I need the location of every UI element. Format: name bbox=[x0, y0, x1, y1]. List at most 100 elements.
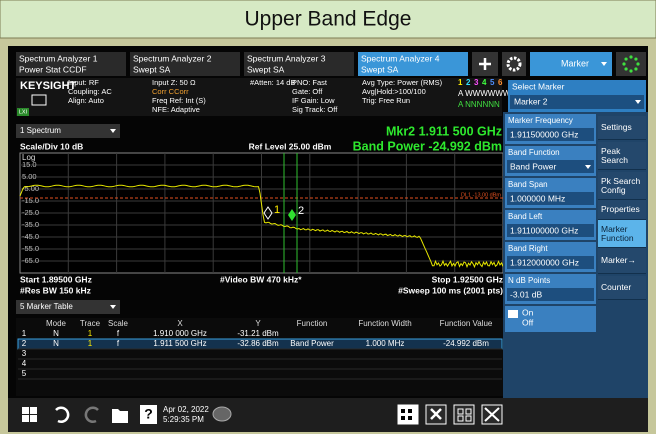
status-text: Coupling: AC bbox=[68, 87, 112, 96]
tab-title: Spectrum Analyzer 1 bbox=[19, 53, 98, 63]
select-value[interactable] bbox=[510, 95, 644, 109]
start-icon[interactable] bbox=[22, 407, 29, 414]
side-tab[interactable]: Peak Search bbox=[598, 142, 646, 170]
toggle-off: Off bbox=[522, 317, 534, 327]
keypad-icon bbox=[408, 416, 412, 420]
folder-icon[interactable] bbox=[112, 409, 128, 423]
select-value: Marker 2 bbox=[514, 96, 548, 106]
field-value-box bbox=[507, 288, 594, 301]
start-freq: Start 1.89500 GHz bbox=[20, 274, 92, 284]
table-cell: -32.86 dBm bbox=[237, 339, 279, 348]
log-label: Log bbox=[22, 153, 35, 162]
display-line-label: DL1 -13.00 dBm bbox=[461, 192, 501, 198]
table-cell: 1.910 000 GHz bbox=[153, 329, 207, 338]
table-cell: N bbox=[53, 329, 59, 338]
column-header: Function Value bbox=[440, 319, 493, 328]
window-label: 1 Spectrum bbox=[20, 126, 61, 135]
trace-indicator: 5 bbox=[490, 78, 495, 87]
side-tab[interactable]: Marker→ bbox=[598, 248, 646, 274]
tab-subtitle: Swept SA bbox=[361, 64, 399, 74]
redo-icon[interactable] bbox=[84, 406, 99, 423]
y-label: -65.0 bbox=[22, 256, 39, 265]
table-cell: f bbox=[117, 329, 120, 338]
status-icon bbox=[636, 62, 640, 66]
window-icon bbox=[465, 408, 472, 415]
taskbar-button[interactable] bbox=[453, 404, 475, 425]
table-cell: 3 bbox=[22, 349, 27, 358]
trace-types: A WWWWWW bbox=[458, 89, 511, 98]
field-value: 1.911000000 GHz bbox=[510, 225, 578, 235]
table-cell: -31.21 dBm bbox=[237, 329, 279, 338]
tab[interactable] bbox=[16, 52, 126, 76]
toggle-on: On bbox=[522, 307, 534, 317]
window-dropdown[interactable] bbox=[16, 124, 120, 138]
undo-icon[interactable] bbox=[55, 406, 70, 423]
field-label: Marker Frequency bbox=[508, 116, 573, 125]
start-icon[interactable] bbox=[22, 415, 29, 422]
tab[interactable] bbox=[358, 52, 468, 76]
marker-1 bbox=[263, 206, 273, 220]
taskbar bbox=[8, 398, 648, 432]
toggle-tile[interactable] bbox=[505, 306, 596, 332]
column-header: Y bbox=[255, 319, 261, 328]
start-icon[interactable] bbox=[30, 407, 37, 414]
settings-button[interactable] bbox=[502, 52, 526, 76]
field-value-box bbox=[507, 224, 594, 237]
field-value-box bbox=[507, 128, 594, 141]
lxi: LXI bbox=[19, 109, 28, 115]
tab-title: Spectrum Analyzer 4 bbox=[361, 53, 440, 63]
status-text: NFE: Adaptive bbox=[152, 105, 200, 114]
status-icon bbox=[629, 55, 633, 59]
window-dropdown[interactable] bbox=[16, 300, 120, 314]
table-cell: 2 bbox=[22, 339, 27, 348]
date: Apr 02, 2022 bbox=[163, 405, 209, 414]
status-icon bbox=[622, 62, 626, 66]
tools-icon bbox=[430, 408, 442, 420]
taskbar-button[interactable] bbox=[397, 404, 419, 425]
table-cell: f bbox=[117, 339, 120, 348]
field-value: Band Power bbox=[510, 161, 556, 171]
y-label: -55.0 bbox=[22, 244, 39, 253]
start-icon[interactable] bbox=[30, 415, 37, 422]
tab[interactable] bbox=[244, 52, 354, 76]
help-button[interactable] bbox=[140, 405, 157, 424]
trace bbox=[19, 184, 504, 269]
window-icon bbox=[457, 415, 464, 422]
status-text: Trig: Free Run bbox=[362, 96, 410, 105]
chat-icon[interactable] bbox=[212, 406, 232, 422]
side-tab[interactable]: Marker Function bbox=[598, 220, 646, 248]
trace-indicator: 1 bbox=[458, 78, 463, 87]
menu-dropdown[interactable] bbox=[530, 52, 612, 76]
field-value-box bbox=[507, 256, 594, 269]
column-header: X bbox=[177, 319, 183, 328]
table-cell: Band Power bbox=[290, 339, 334, 348]
tab-title: Spectrum Analyzer 3 bbox=[247, 53, 326, 63]
status-icon bbox=[624, 57, 628, 61]
field-label: Band Left bbox=[508, 212, 543, 221]
column-header: Scale bbox=[108, 319, 129, 328]
dropdown-arrow bbox=[110, 305, 116, 309]
stop-freq: Stop 1.92500 GHz bbox=[432, 274, 503, 284]
marker-table bbox=[16, 318, 504, 396]
side-tab[interactable]: Pk Search Config bbox=[598, 172, 646, 200]
y-label: -45.0 bbox=[22, 232, 39, 241]
title: Upper Band Edge bbox=[245, 8, 412, 31]
status-icon bbox=[634, 57, 638, 61]
video-bw: #Video BW 470 kHz* bbox=[220, 274, 302, 284]
sweep: #Sweep 100 ms (2001 pts) bbox=[398, 285, 503, 295]
window-icon bbox=[457, 408, 464, 415]
side-tab[interactable]: Counter bbox=[598, 276, 646, 300]
lxi-badge bbox=[17, 108, 29, 116]
y-label: -5.00 bbox=[22, 184, 39, 193]
y-label: -25.0 bbox=[22, 208, 39, 217]
dropdown-arrow bbox=[635, 100, 641, 104]
brand: KEYSIGHT bbox=[20, 80, 77, 92]
column-header: Function bbox=[297, 319, 328, 328]
table-cell: 1 bbox=[88, 329, 93, 338]
toggle-switch bbox=[508, 310, 518, 318]
tab[interactable] bbox=[130, 52, 240, 76]
dropdown-arrow bbox=[601, 62, 607, 66]
side-tab[interactable]: Settings bbox=[598, 116, 646, 140]
side-tab[interactable]: Properties bbox=[598, 200, 646, 220]
